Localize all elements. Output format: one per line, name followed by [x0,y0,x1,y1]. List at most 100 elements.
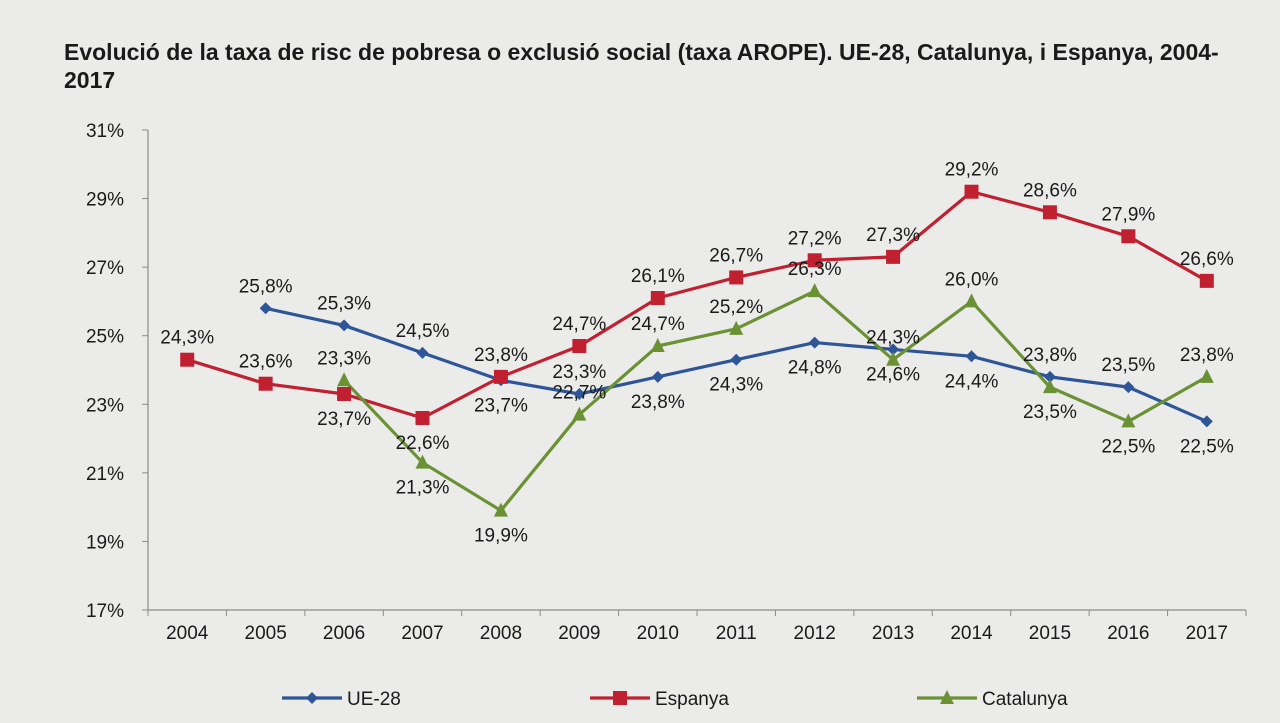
catalunya-marker [650,338,665,352]
espanya-marker [650,291,665,305]
ue-28-legend-label: UE-28 [347,689,401,710]
espanya-legend-marker [613,691,627,705]
catalunya-data-label: 23,5% [1023,402,1077,423]
x-tick-label: 2009 [558,623,600,644]
x-tick-label: 2011 [716,623,757,644]
espanya-marker [886,249,901,264]
catalunya-marker [807,283,822,298]
espanya-data-label: 27,2% [788,228,842,249]
espanya-marker [415,411,430,425]
catalunya-legend-label: Catalunya [982,689,1068,710]
y-tick-label: 21% [86,464,124,485]
espanya-data-label: 23,7% [317,409,371,430]
espanya-data-label: 27,9% [1101,204,1155,225]
catalunya-marker [493,502,508,517]
ue-28-marker [808,336,821,349]
ue-28-marker [1122,381,1135,394]
espanya-data-label: 29,2% [945,160,999,181]
catalunya-marker [337,372,352,387]
ue-28-data-label: 23,3% [552,362,606,383]
catalunya-data-label: 19,9% [474,526,528,547]
ue-28-data-label: 23,8% [1023,345,1077,366]
series-markers [180,184,1214,517]
espanya-marker [180,352,195,367]
catalunya-marker [964,293,979,308]
espanya-data-label: 26,7% [709,245,763,266]
catalunya-marker [886,351,901,366]
ue-28-legend-marker [306,692,318,704]
espanya-marker [258,376,273,391]
espanya-data-label: 26,1% [631,266,685,287]
espanya-data-label: 22,6% [396,433,450,454]
x-tick-label: 2016 [1107,623,1149,644]
espanya-marker [1199,273,1214,288]
espanya-marker [807,253,822,268]
catalunya-marker [572,406,587,421]
espanya-data-label: 24,7% [552,314,606,335]
x-tick-label: 2010 [637,623,679,644]
y-tick-label: 25% [86,327,124,348]
espanya-marker [572,339,587,353]
espanya-data-label: 23,8% [474,345,528,366]
ue-28-data-label: 23,8% [631,392,685,413]
data-labels: 25,8% 25,3% 24,5% 23,7% 23,3% 23,8% 24,3% 24,8%… [160,160,1234,547]
espanya-line [186,190,1208,420]
x-tick-label: 2007 [401,623,443,644]
y-tick-label: 19% [86,532,124,553]
catalunya-data-label: 26,0% [945,269,999,290]
catalunya-marker [1121,413,1136,428]
x-tick-label: 2014 [950,623,993,644]
ue-28-marker [1200,415,1213,428]
chart-title: Evolució de la taxa de risc de pobresa o… [64,39,1219,93]
ue-28-marker [259,302,272,315]
catalunya-marker [415,454,430,469]
x-tick-label: 2017 [1186,623,1228,644]
ue-28-data-label: 23,5% [1101,355,1155,376]
espanya-legend-label: Espanya [655,689,729,710]
ue-28-data-label: 22,5% [1180,436,1234,457]
espanya-marker [493,369,508,384]
ue-28-marker [887,343,900,356]
ue-28-marker [1043,370,1056,383]
catalunya-marker [1042,379,1057,394]
espanya-data-label: 28,6% [1023,180,1077,201]
y-tick-label: 29% [86,190,124,211]
ue-28-marker [338,319,351,332]
espanya-marker [729,270,744,285]
catalunya-data-label: 26,3% [788,259,842,280]
catalunya-line [342,289,1208,513]
y-tick-label: 23% [86,395,124,416]
y-tick-label: 27% [86,258,124,279]
espanya-data-label: 26,6% [1180,249,1234,270]
x-tick-label: 2013 [872,623,914,644]
ue-28-data-label: 25,8% [239,276,293,297]
espanya-marker [964,184,979,199]
catalunya-marker [1199,368,1214,383]
catalunya-data-label: 21,3% [396,478,450,499]
ue-28-data-label: 25,3% [317,293,371,314]
espanya-data-label: 27,3% [866,225,920,246]
axes: 17% 19% 21% 23% 25% 27% 29% 31% 2004 2005 2006 2007… [86,121,1247,644]
catalunya-data-label: 25,2% [709,297,763,318]
catalunya-data-label: 22,7% [552,383,606,404]
espanya-data-label: 23,6% [239,352,293,373]
x-tick-label: 2004 [166,623,209,644]
catalunya-data-label: 22,5% [1101,436,1155,457]
catalunya-marker [729,320,744,335]
y-tick-label: 31% [86,121,124,142]
espanya-marker [337,387,352,401]
x-tick-label: 2015 [1029,623,1071,644]
ue-28-data-label: 24,8% [788,358,842,379]
catalunya-legend-marker [940,690,954,704]
ue-28-data-label: 24,3% [709,375,763,396]
espanya-marker [1121,229,1136,244]
x-tick-label: 2008 [480,623,522,644]
ue-28-data-label: 24,4% [945,371,999,392]
legend: UE-28 Espanya Catalunya [282,689,1068,710]
ue-28-data-label: 24,6% [866,364,920,385]
ue-28-marker [651,370,664,383]
ue-28-marker [965,350,978,363]
ue-28-marker [730,353,743,366]
